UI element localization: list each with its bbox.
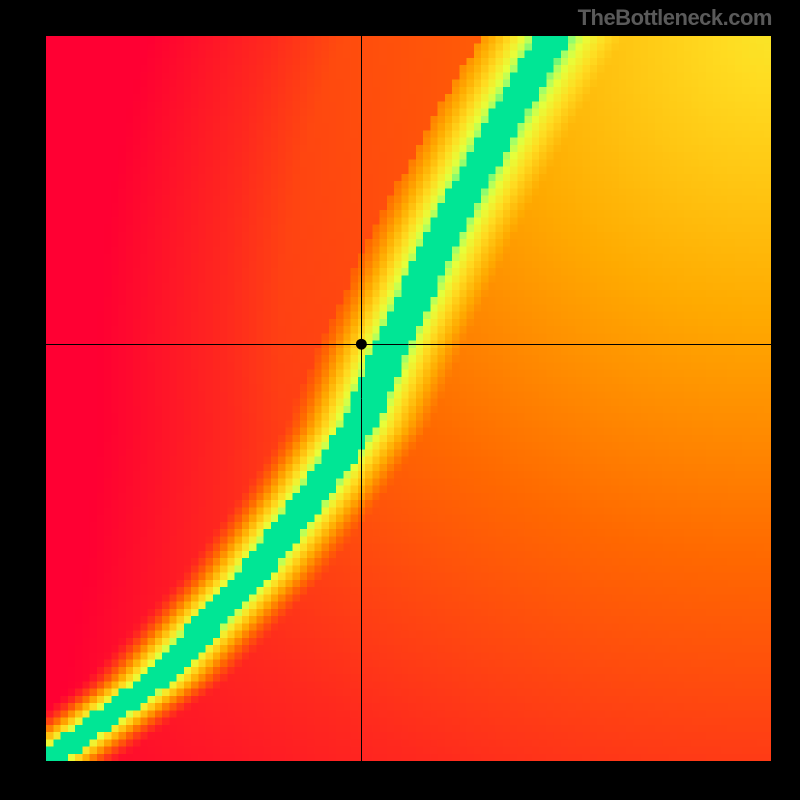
watermark-text: TheBottleneck.com	[578, 5, 772, 31]
overlay-canvas	[0, 0, 800, 800]
chart-container: TheBottleneck.com	[0, 0, 800, 800]
